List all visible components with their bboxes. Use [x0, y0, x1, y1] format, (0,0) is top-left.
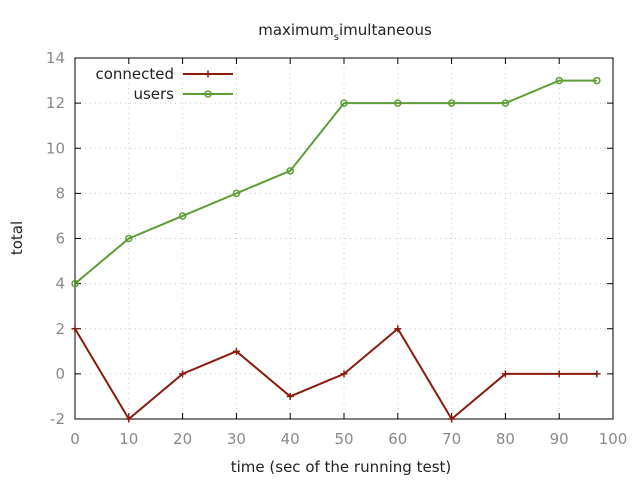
x-tick-label: 60 [388, 430, 407, 448]
x-tick-label: 80 [496, 430, 515, 448]
chart-title-main: maximum [258, 21, 334, 39]
data-point-connected [179, 370, 187, 378]
grid [74, 57, 614, 420]
y-tick-label: -2 [50, 410, 65, 428]
data-point-users [447, 99, 456, 107]
x-tick-label: 20 [173, 430, 192, 448]
y-tick-label: 6 [55, 230, 65, 248]
data-point-connected [71, 325, 79, 333]
data-point-users [340, 99, 348, 107]
data-point-users [593, 76, 601, 85]
y-tick-label: 0 [55, 365, 65, 383]
data-point-connected [501, 370, 509, 378]
legend-marker-users [204, 90, 212, 98]
data-point-users [394, 99, 402, 107]
data-point-users [232, 189, 241, 198]
chart-title-subscript: s [334, 32, 339, 43]
series-users [71, 76, 601, 288]
data-point-connected [286, 392, 294, 400]
tick-labels: 0 10 20 30 40 50 60 70 80 90 100 -2 0 2 4 6 8 10 12 14 [46, 49, 627, 448]
legend-label-users: users [133, 85, 174, 103]
x-tick-label: 0 [70, 430, 80, 448]
y-axis-label: total [8, 221, 26, 255]
data-point-users [71, 279, 79, 288]
data-point-connected [394, 325, 402, 333]
x-tick-label: 30 [227, 430, 246, 448]
series-layer [71, 76, 601, 423]
y-tick-label: 4 [55, 275, 65, 293]
y-tick-label: 10 [46, 139, 65, 157]
legend: connected users [95, 65, 233, 103]
data-point-users [286, 167, 294, 175]
y-tick-label: 8 [55, 184, 65, 202]
y-tick-label: 12 [46, 94, 65, 112]
x-tick-label: 40 [281, 430, 300, 448]
y-tick-label: 14 [46, 49, 65, 67]
data-point-connected [555, 370, 563, 378]
legend-marker-connected [204, 70, 212, 78]
x-tick-label: 100 [599, 430, 628, 448]
series-line-users [74, 79, 597, 285]
x-tick-label: 50 [334, 430, 353, 448]
data-point-connected [448, 415, 456, 423]
data-point-connected [125, 415, 133, 423]
x-axis-label: time (sec of the running test) [231, 458, 452, 476]
x-tick-label: 70 [442, 430, 461, 448]
data-point-users [555, 76, 563, 85]
data-point-users [501, 99, 510, 107]
legend-label-connected: connected [95, 65, 174, 83]
data-point-connected [340, 370, 348, 378]
x-tick-label: 10 [119, 430, 138, 448]
chart-title: maximumsimultaneous [258, 21, 432, 43]
y-tick-label: 2 [55, 320, 65, 338]
chart-title-rest: imultaneous [339, 21, 432, 39]
data-point-users [178, 212, 187, 220]
data-point-connected [232, 347, 240, 355]
x-tick-label: 90 [550, 430, 569, 448]
series-connected [71, 325, 601, 423]
data-point-users [125, 234, 133, 243]
data-point-connected [593, 370, 601, 378]
